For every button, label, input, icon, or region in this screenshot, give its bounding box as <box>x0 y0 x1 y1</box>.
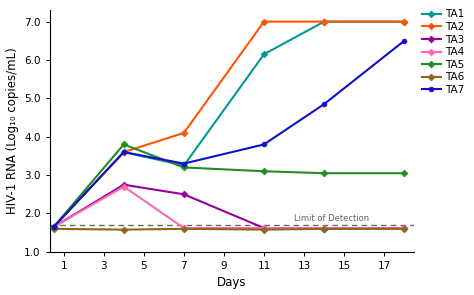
TA7 <box>181 162 187 165</box>
TA3 <box>121 183 127 186</box>
TA1 <box>181 164 187 167</box>
TA4 <box>321 226 327 230</box>
TA1 <box>401 20 407 23</box>
TA4 <box>401 226 407 230</box>
TA6 <box>261 228 267 231</box>
TA2 <box>181 131 187 135</box>
Line: TA4: TA4 <box>51 184 407 230</box>
TA4 <box>261 226 267 230</box>
TA4 <box>181 226 187 230</box>
TA7 <box>121 150 127 154</box>
TA3 <box>401 226 407 230</box>
Line: TA2: TA2 <box>51 19 407 229</box>
Line: TA3: TA3 <box>51 182 407 231</box>
TA1 <box>321 20 327 23</box>
TA5 <box>121 143 127 146</box>
TA5 <box>321 171 327 175</box>
Line: TA6: TA6 <box>51 226 407 232</box>
TA7 <box>321 102 327 106</box>
Line: TA1: TA1 <box>51 19 407 229</box>
X-axis label: Days: Days <box>217 276 246 289</box>
TA1 <box>121 150 127 154</box>
TA5 <box>401 171 407 175</box>
TA6 <box>181 227 187 231</box>
TA6 <box>51 227 56 231</box>
TA4 <box>121 185 127 189</box>
Y-axis label: HIV-1 RNA (Log₁₀ copies/mL): HIV-1 RNA (Log₁₀ copies/mL) <box>6 47 18 214</box>
TA6 <box>401 227 407 231</box>
TA7 <box>261 143 267 146</box>
TA5 <box>51 225 56 229</box>
Line: TA5: TA5 <box>51 142 407 229</box>
TA2 <box>261 20 267 23</box>
TA1 <box>51 225 56 229</box>
TA2 <box>321 20 327 23</box>
TA5 <box>261 170 267 173</box>
Line: TA7: TA7 <box>51 38 407 229</box>
TA3 <box>261 226 267 230</box>
TA3 <box>51 225 56 229</box>
TA2 <box>51 225 56 229</box>
TA3 <box>321 227 327 231</box>
TA5 <box>181 166 187 169</box>
TA4 <box>51 225 56 229</box>
TA3 <box>181 193 187 196</box>
TA2 <box>401 20 407 23</box>
TA6 <box>321 227 327 231</box>
TA2 <box>121 150 127 154</box>
Text: Limit of Detection: Limit of Detection <box>294 214 369 223</box>
TA7 <box>401 39 407 42</box>
Legend: TA1, TA2, TA3, TA4, TA5, TA6, TA7: TA1, TA2, TA3, TA4, TA5, TA6, TA7 <box>418 5 468 99</box>
TA1 <box>261 53 267 56</box>
TA7 <box>51 225 56 229</box>
TA6 <box>121 228 127 231</box>
